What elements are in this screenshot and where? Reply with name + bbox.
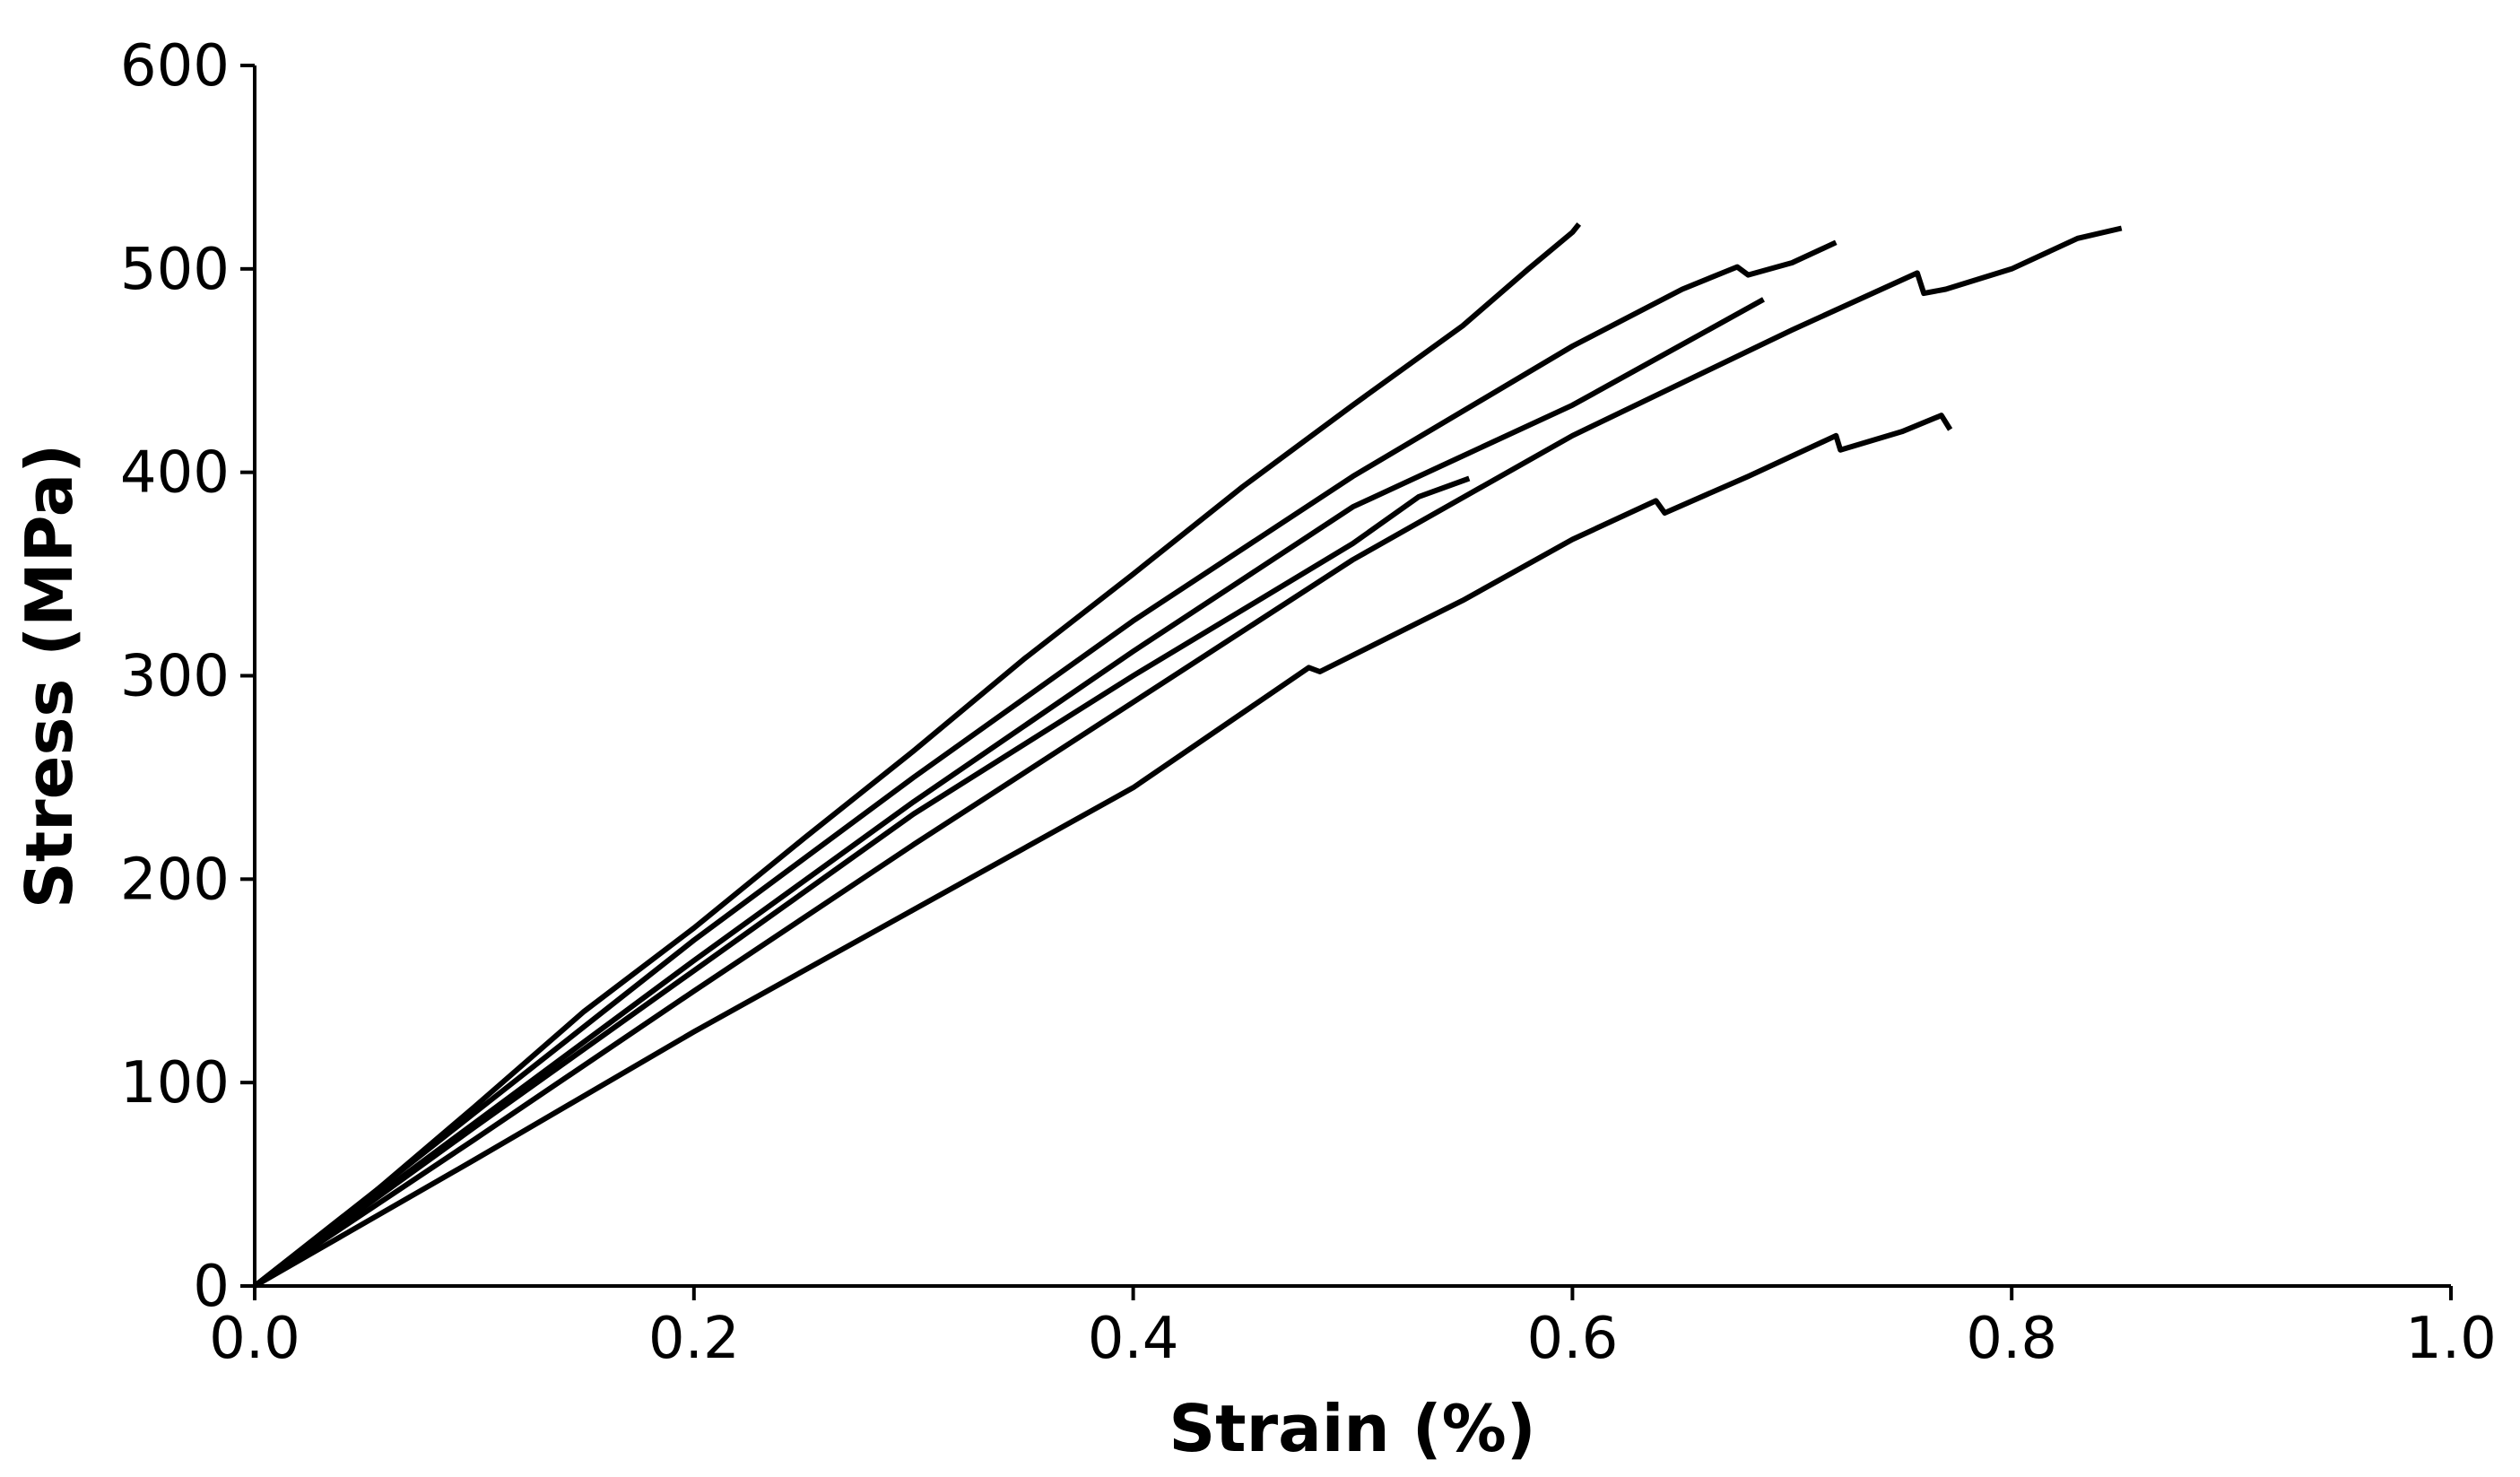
y-tick-label: 600	[120, 33, 230, 100]
series-line-2	[253, 239, 1838, 1289]
series-line-5	[253, 225, 2123, 1289]
y-tick-label: 100	[120, 1050, 230, 1116]
y-tick-label: 500	[120, 237, 230, 303]
x-tick-label: 0.6	[1527, 1306, 1619, 1372]
series-line-3	[253, 297, 1765, 1289]
y-tick-label: 300	[120, 644, 230, 710]
x-tick-label: 0.0	[209, 1306, 300, 1372]
y-tick-label: 400	[120, 440, 230, 507]
series-line-1	[253, 222, 1582, 1289]
y-tick-label: 0	[193, 1254, 230, 1320]
axes-layer	[253, 65, 2451, 1288]
series-layer	[253, 222, 2123, 1289]
x-tick-label: 0.2	[648, 1306, 740, 1372]
series-line-4	[253, 475, 1471, 1289]
series-line-6	[253, 413, 1953, 1289]
x-tick-label: 0.4	[1088, 1306, 1179, 1372]
x-axis-title: Strain (%)	[1169, 1391, 1535, 1466]
y-tick-label: 200	[120, 847, 230, 913]
ticks-layer: 0.0 0.2 0.4 0.6 0.8 1.0 0 100 200 300 400 500 600	[120, 33, 2497, 1372]
x-tick-label: 1.0	[2405, 1306, 2497, 1372]
x-tick-label: 0.8	[1966, 1306, 2057, 1372]
y-axis-title: Stress (MPa)	[12, 444, 87, 908]
